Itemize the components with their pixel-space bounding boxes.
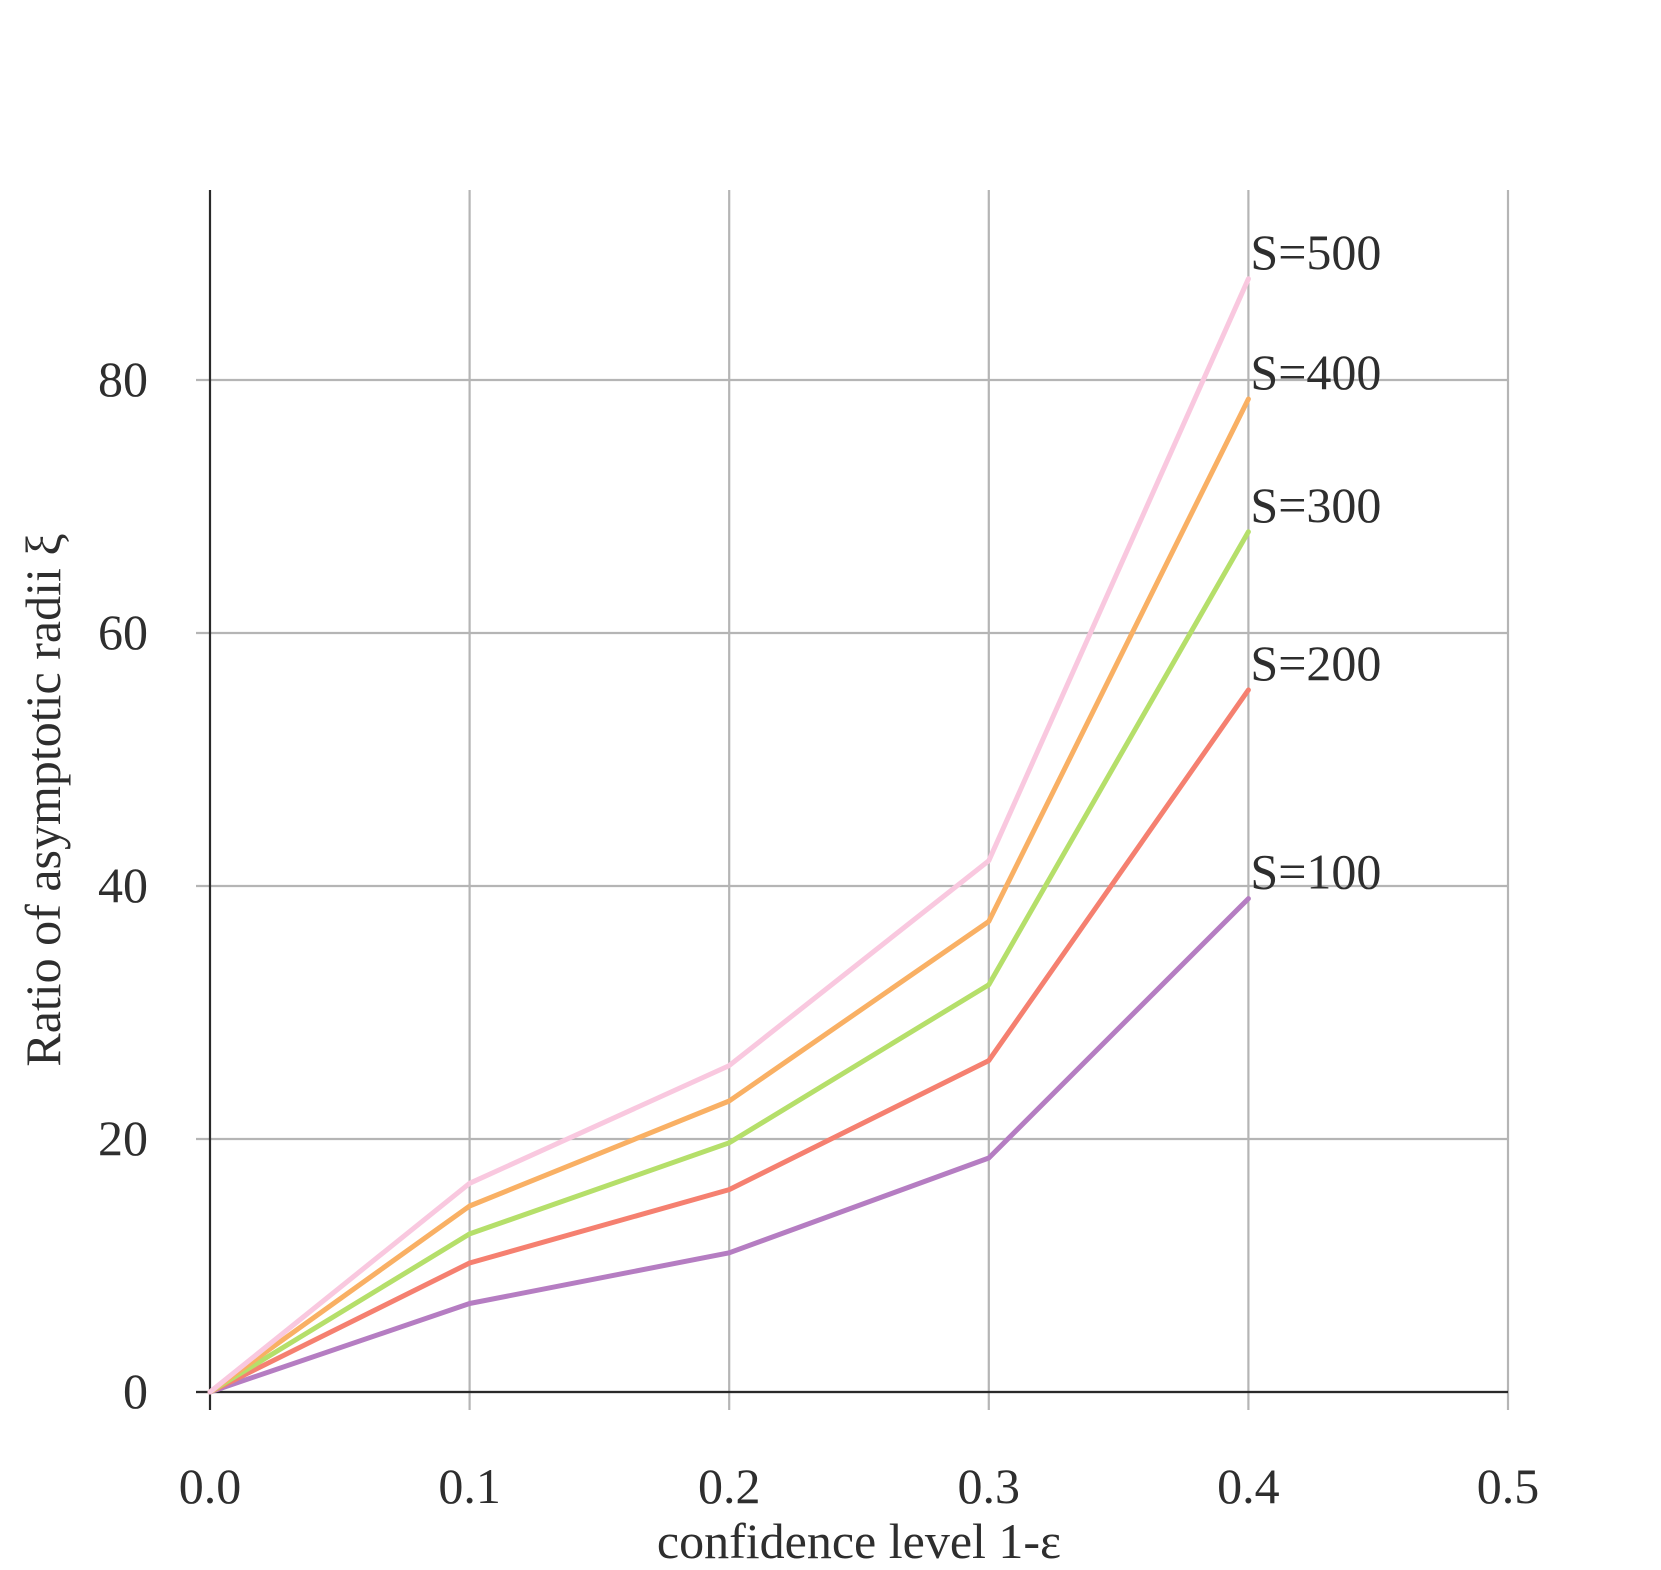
x-tick-label: 0.4 <box>1217 1458 1280 1514</box>
series-lines <box>207 276 1251 1395</box>
series-label-s-400: S=400 <box>1250 344 1381 400</box>
x-tick-label: 0.0 <box>179 1458 242 1514</box>
y-tick-label: 0 <box>123 1363 148 1419</box>
y-tick-label: 60 <box>98 604 148 660</box>
axes <box>196 190 1508 1410</box>
x-tick-label: 0.2 <box>698 1458 761 1514</box>
series-label-s-500: S=500 <box>1250 224 1381 280</box>
y-axis-title: Ratio of asymptotic radii ξ <box>15 533 71 1066</box>
y-tick-label: 80 <box>98 351 148 407</box>
series-label-s-200: S=200 <box>1250 635 1381 691</box>
y-tick-label: 40 <box>98 857 148 913</box>
series-line-s-200 <box>207 687 1251 1395</box>
series-label-s-300: S=300 <box>1250 477 1381 533</box>
series-line-s-500 <box>207 276 1251 1395</box>
x-tick-label: 0.5 <box>1477 1458 1540 1514</box>
x-tick-label: 0.3 <box>958 1458 1021 1514</box>
y-tick-label: 20 <box>98 1110 148 1166</box>
x-tick-label: 0.1 <box>438 1458 501 1514</box>
series-line-s-300 <box>207 529 1251 1395</box>
series-label-s-100: S=100 <box>1250 844 1381 900</box>
x-axis-title: confidence level 1-ε <box>657 1513 1061 1565</box>
series-line-s-100 <box>207 896 1251 1395</box>
series-line-s-400 <box>207 396 1251 1395</box>
labels: 0.0 0.1 0.2 0.3 0.4 0.5 0 20 40 60 80 confidence le… <box>15 224 1540 1569</box>
